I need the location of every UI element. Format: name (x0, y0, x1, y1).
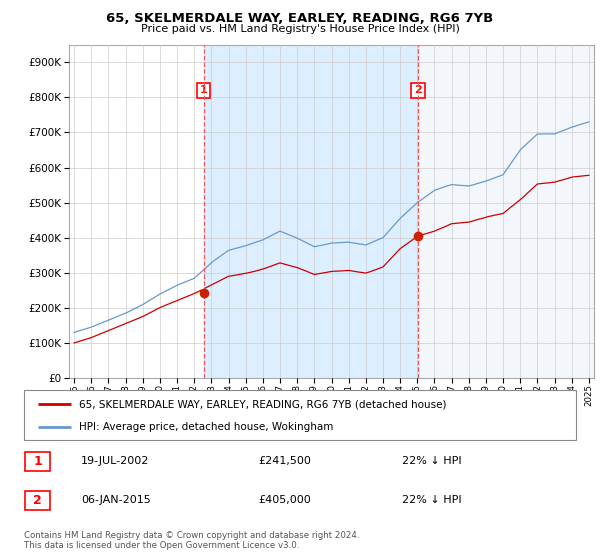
Text: 22% ↓ HPI: 22% ↓ HPI (402, 495, 461, 505)
Text: HPI: Average price, detached house, Wokingham: HPI: Average price, detached house, Woki… (79, 422, 334, 432)
FancyBboxPatch shape (24, 390, 576, 440)
Text: 22% ↓ HPI: 22% ↓ HPI (402, 456, 461, 466)
Text: 65, SKELMERDALE WAY, EARLEY, READING, RG6 7YB (detached house): 65, SKELMERDALE WAY, EARLEY, READING, RG… (79, 399, 446, 409)
Text: 2: 2 (414, 85, 422, 95)
Text: 65, SKELMERDALE WAY, EARLEY, READING, RG6 7YB: 65, SKELMERDALE WAY, EARLEY, READING, RG… (106, 12, 494, 25)
Text: 06-JAN-2015: 06-JAN-2015 (81, 495, 151, 505)
Bar (418, 45, 594, 378)
FancyBboxPatch shape (25, 491, 50, 510)
Bar (203, 45, 418, 378)
Text: 1: 1 (33, 455, 42, 468)
FancyBboxPatch shape (25, 452, 50, 471)
Text: £405,000: £405,000 (258, 495, 311, 505)
Text: Contains HM Land Registry data © Crown copyright and database right 2024.
This d: Contains HM Land Registry data © Crown c… (24, 531, 359, 550)
Text: 2: 2 (33, 494, 42, 507)
Text: 1: 1 (200, 85, 208, 95)
Text: 19-JUL-2002: 19-JUL-2002 (81, 456, 149, 466)
Text: Price paid vs. HM Land Registry's House Price Index (HPI): Price paid vs. HM Land Registry's House … (140, 24, 460, 34)
Text: £241,500: £241,500 (258, 456, 311, 466)
